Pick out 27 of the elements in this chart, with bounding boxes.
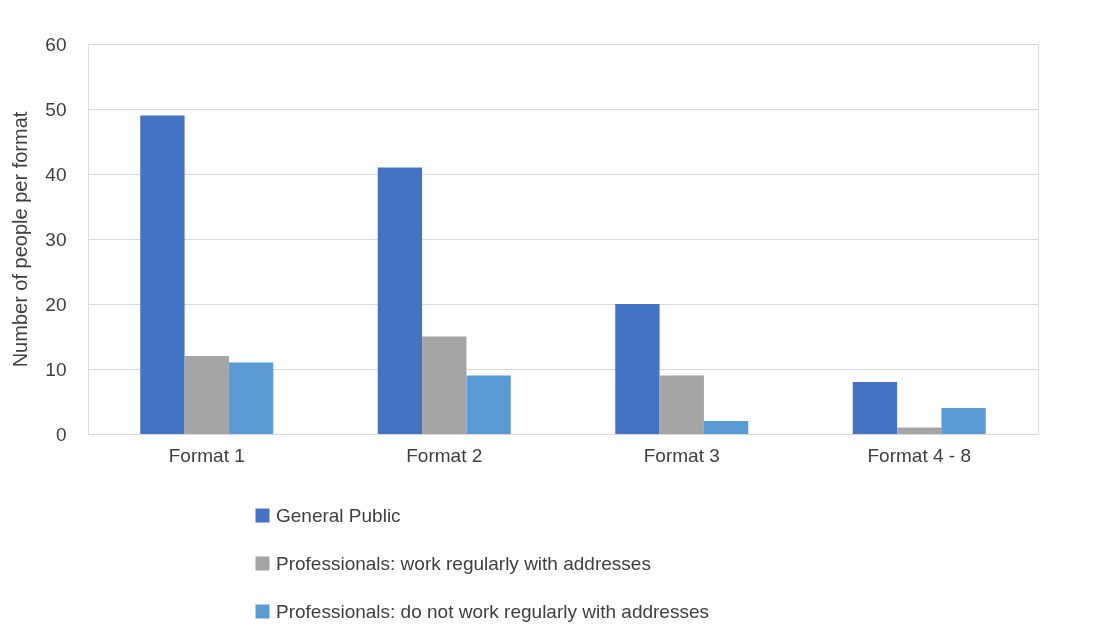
- x-tick-label: Format 1: [168, 444, 245, 466]
- x-tick-label: Format 2: [406, 444, 483, 466]
- y-axis-title: Number of people per format: [9, 111, 32, 368]
- bar: [897, 427, 942, 434]
- bar: [377, 167, 423, 434]
- bar: [852, 382, 898, 434]
- bar: [466, 375, 511, 434]
- legend-label: General Public: [276, 504, 401, 526]
- bar: [184, 356, 229, 434]
- x-tick-label: Format 3: [643, 444, 720, 466]
- y-tick-label: 10: [45, 358, 67, 380]
- y-tick-label: 0: [55, 423, 67, 445]
- bar: [422, 336, 467, 434]
- legend-label: Professionals: do not work regularly with addresses: [276, 600, 709, 622]
- bar: [941, 408, 986, 434]
- legend-label: Professionals: work regularly with addresses: [276, 552, 651, 574]
- y-tick-label: 50: [45, 98, 67, 120]
- bar: [659, 375, 704, 434]
- x-tick-label: Format 4 - 8: [867, 444, 971, 466]
- bar: [228, 362, 274, 434]
- y-tick-label: 40: [45, 163, 67, 185]
- y-tick-label: 60: [45, 33, 67, 55]
- y-tick-label: 20: [45, 293, 67, 315]
- bar: [140, 115, 185, 434]
- bar: [615, 304, 660, 434]
- bar: [703, 421, 749, 434]
- y-tick-label: 30: [45, 228, 67, 250]
